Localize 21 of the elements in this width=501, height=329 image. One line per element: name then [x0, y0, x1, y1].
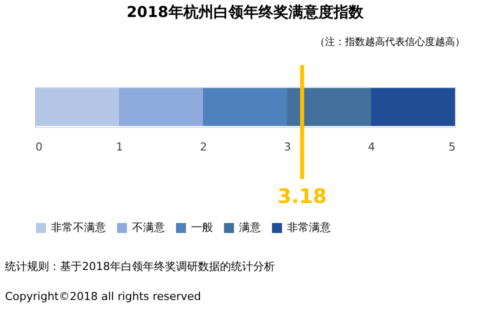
- x-tick-label: 3: [284, 140, 291, 154]
- text: Copyright©2018 all rights reserved: [5, 290, 201, 303]
- bar: [35, 88, 119, 126]
- chart-title: 2018年杭州白领年终奖满意度指数: [126, 3, 364, 21]
- x-tick-label: 0: [36, 140, 42, 154]
- ref-line-label: 3.18: [277, 184, 327, 208]
- x-tick-label: 2: [200, 140, 207, 154]
- bar: [119, 88, 203, 126]
- x-tick-label: 4: [368, 140, 375, 154]
- bar: [203, 88, 287, 126]
- legend-label: 不满意: [132, 221, 165, 234]
- legend-label: 一般: [191, 221, 213, 234]
- legend-label: 非常不满意: [51, 221, 106, 234]
- bar: [287, 88, 371, 126]
- text: （注：指数越高代表信心度越高）: [315, 36, 465, 48]
- legend-label: 非常满意: [287, 221, 331, 234]
- x-tick-label: 5: [448, 140, 456, 154]
- x-tick-label: 1: [116, 140, 123, 154]
- bar: [371, 88, 455, 126]
- text: 统计规则：基于2018年白领年终奖调研数据的统计分析: [5, 260, 275, 273]
- legend-label: 满意: [239, 221, 261, 234]
